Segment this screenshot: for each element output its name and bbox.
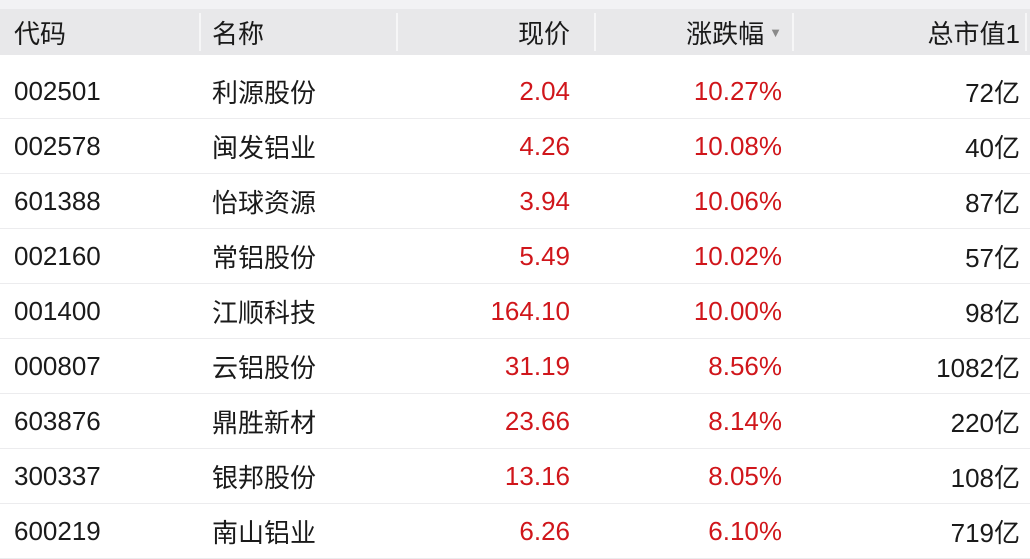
stock-market-cap: 40亿 [965, 132, 1020, 163]
stock-change: 10.08% [693, 130, 782, 161]
stock-market-cap: 98亿 [965, 297, 1020, 328]
stock-price: 31.19 [504, 350, 570, 381]
stock-price: 4.26 [519, 130, 570, 161]
column-divider [792, 13, 794, 51]
stock-market-cap: 719亿 [950, 517, 1020, 548]
stock-code: 603876 [14, 405, 101, 436]
stock-code: 001400 [14, 295, 101, 326]
stock-price: 23.66 [504, 405, 570, 436]
stock-code: 600219 [14, 515, 101, 546]
column-divider [396, 13, 398, 51]
stock-change: 8.05% [708, 460, 782, 491]
table-row[interactable]: 603876 鼎胜新材 23.66 8.14% 220亿 [0, 394, 1030, 449]
stock-code: 601388 [14, 185, 101, 216]
stock-market-cap: 87亿 [965, 187, 1020, 218]
stock-change: 8.56% [708, 350, 782, 381]
stock-change: 10.00% [693, 295, 782, 326]
stock-price: 164.10 [490, 295, 570, 326]
stock-name: 常铝股份 [212, 242, 317, 273]
stock-code: 000807 [14, 350, 101, 381]
stock-change: 6.10% [708, 515, 782, 546]
stock-name: 银邦股份 [212, 462, 317, 493]
table-row[interactable]: 601388 怡球资源 3.94 10.06% 87亿 [0, 174, 1030, 229]
stock-price: 13.16 [504, 460, 570, 491]
column-divider [594, 13, 596, 51]
stock-code: 300337 [14, 460, 101, 491]
stock-name: 云铝股份 [212, 352, 317, 383]
stock-name: 闽发铝业 [212, 132, 317, 163]
table-row[interactable]: 002160 常铝股份 5.49 10.02% 57亿 [0, 229, 1030, 284]
column-divider [1025, 13, 1027, 51]
stock-market-cap: 72亿 [965, 77, 1020, 108]
header-name[interactable]: 名称 [212, 18, 265, 49]
table-row[interactable]: 001400 江顺科技 164.10 10.00% 98亿 [0, 284, 1030, 339]
stock-market-cap: 220亿 [950, 407, 1020, 438]
stock-price: 5.49 [519, 240, 570, 271]
table-row[interactable]: 002501 利源股份 2.04 10.27% 72亿 [0, 64, 1030, 119]
stock-price: 2.04 [519, 75, 570, 106]
table-row[interactable]: 000807 云铝股份 31.19 8.56% 1082亿 [0, 339, 1030, 394]
header-cap[interactable]: 总市值1 [927, 18, 1020, 49]
table-header: 代码 名称 现价 涨跌幅 ▼ 总市值1 [0, 9, 1030, 55]
sort-desc-icon: ▼ [769, 24, 782, 40]
stock-market-cap: 57亿 [965, 242, 1020, 273]
stock-name: 怡球资源 [212, 187, 317, 218]
header-change[interactable]: 涨跌幅 ▼ [598, 9, 782, 55]
stock-name: 利源股份 [212, 77, 317, 108]
stock-name: 江顺科技 [212, 297, 317, 328]
stock-market-cap: 108亿 [950, 462, 1020, 493]
stock-change: 10.27% [693, 75, 782, 106]
stock-price: 6.26 [519, 515, 570, 546]
stock-change: 8.14% [708, 405, 782, 436]
header-code[interactable]: 代码 [14, 18, 67, 49]
stock-code: 002160 [14, 240, 101, 271]
table-row[interactable]: 002578 闽发铝业 4.26 10.08% 40亿 [0, 119, 1030, 174]
stock-code: 002578 [14, 130, 101, 161]
stock-name: 鼎胜新材 [212, 407, 317, 438]
table-row[interactable]: 600219 南山铝业 6.26 6.10% 719亿 [0, 504, 1030, 559]
top-strip [0, 0, 1030, 9]
stock-price: 3.94 [519, 185, 570, 216]
stock-change: 10.02% [693, 240, 782, 271]
stock-code: 002501 [14, 75, 101, 106]
header-change-label: 涨跌幅 [686, 18, 765, 49]
header-price[interactable]: 现价 [517, 18, 570, 49]
stock-name: 南山铝业 [212, 517, 317, 548]
stock-change: 10.06% [693, 185, 782, 216]
table-row[interactable]: 300337 银邦股份 13.16 8.05% 108亿 [0, 449, 1030, 504]
stock-market-cap: 1082亿 [936, 352, 1020, 383]
column-divider [199, 13, 201, 51]
